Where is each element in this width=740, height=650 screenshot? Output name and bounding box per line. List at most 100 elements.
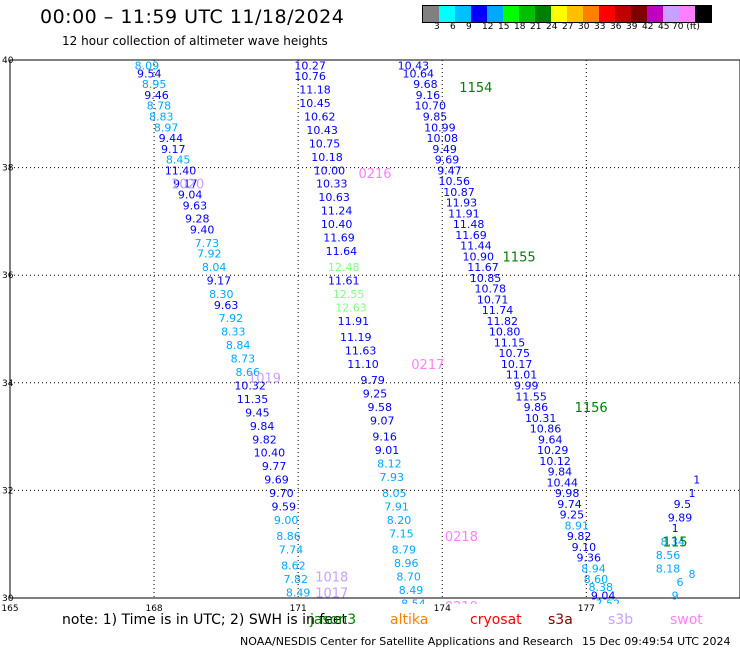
- wave-height-point: 11.74: [482, 304, 514, 317]
- wave-height-point: 9.58: [368, 401, 393, 414]
- color-swatch: [551, 6, 567, 22]
- y-tick-label: 40: [2, 56, 14, 66]
- x-tick-label: 171: [290, 604, 307, 614]
- wave-height-point: 9.10: [572, 541, 597, 554]
- wave-height-point: 8.33: [221, 326, 246, 339]
- wave-height-point: 11.19: [340, 331, 372, 344]
- color-swatch: [567, 6, 583, 22]
- wave-height-point: 10.12: [539, 455, 571, 468]
- wave-height-point: 8.86: [276, 530, 301, 543]
- wave-height-point: 8.70: [396, 570, 421, 583]
- wave-height-point: 11.55: [515, 390, 547, 403]
- satellite-legend-cryosat: cryosat: [470, 612, 522, 628]
- x-tick-label: 177: [578, 604, 595, 614]
- wave-height-point: 8.30: [209, 288, 234, 301]
- wave-height-point: 9.85: [423, 110, 448, 123]
- wave-height-point: 9.69: [264, 474, 289, 487]
- color-swatch: [535, 6, 551, 22]
- wave-height-point: 10.43: [306, 124, 338, 137]
- wave-height-point: 9.04: [178, 189, 203, 202]
- wave-height-point: 10.64: [402, 67, 434, 80]
- wave-height-point: 1: [672, 522, 679, 535]
- wave-height-point: 10.70: [414, 100, 446, 113]
- satellite-legend-swot: swot: [670, 612, 703, 628]
- wave-height-point: 9.07: [370, 414, 395, 427]
- wave-height-point: 9.46: [144, 89, 169, 102]
- wave-height-point: 10.31: [525, 412, 557, 425]
- wave-height-point: 11.91: [338, 315, 370, 328]
- page-subtitle: 12 hour collection of altimeter wave hei…: [62, 34, 328, 48]
- satellite-legend-s3b: s3b: [608, 612, 634, 628]
- wave-height-point: 9: [672, 589, 679, 602]
- wave-height-point: 9.25: [363, 388, 388, 401]
- x-tick-label: 165: [1, 604, 18, 614]
- color-scale-label: 12: [482, 22, 494, 32]
- wave-height-point: 9.16: [372, 431, 397, 444]
- generated-timestamp: 15 Dec 09:49:54 UTC 2024: [582, 635, 731, 648]
- wave-height-point: 8.54: [401, 597, 426, 610]
- color-scale-label: 30: [578, 22, 590, 32]
- wave-height-point: 8.91: [564, 519, 589, 532]
- wave-height-point: 8.04: [202, 261, 227, 274]
- y-tick-label: 34: [2, 379, 14, 389]
- wave-height-point: 8.62: [281, 560, 306, 573]
- wave-height-point: 9.45: [245, 406, 270, 419]
- wave-height-point: 8.45: [166, 154, 191, 167]
- color-swatch: [663, 6, 679, 22]
- page-title: 00:00 – 11:59 UTC 11/18/2024: [40, 6, 345, 28]
- wave-height-point: 10.75: [499, 347, 531, 360]
- wave-height-point: 8: [688, 568, 695, 581]
- wave-height-point: 8.49: [399, 584, 424, 597]
- color-scale-label: 6: [450, 22, 456, 32]
- wave-height-point: 10.44: [547, 476, 579, 489]
- color-scale-label: 18: [514, 22, 526, 32]
- color-swatch: [615, 6, 631, 22]
- wave-height-point: 9.70: [269, 487, 294, 500]
- wave-height-point: 8.95: [142, 78, 167, 91]
- wave-height-point: 10.00: [314, 164, 346, 177]
- wave-height-point: 8.79: [392, 544, 417, 557]
- wave-height-point: 11.48: [453, 218, 485, 231]
- wave-height-point: 10.78: [475, 283, 507, 296]
- wave-height-point: 9.44: [159, 132, 184, 145]
- wave-height-point: 11.15: [494, 336, 526, 349]
- wave-height-point: 7.82: [284, 573, 309, 586]
- wave-height-point: 9.5: [674, 498, 692, 511]
- wave-height-point: 12.63: [335, 301, 367, 314]
- wave-height-point: 7.91: [384, 501, 409, 514]
- wave-height-point: 10.40: [254, 447, 286, 460]
- wave-height-point: 9.36: [576, 552, 601, 565]
- wave-height-point: 8.97: [154, 121, 179, 134]
- wave-height-point: 10.80: [489, 326, 521, 339]
- color-swatch: [423, 6, 439, 22]
- track-time-label: 1154: [459, 81, 492, 96]
- color-scale-label: 33: [594, 22, 606, 32]
- wave-height-point: 12.48: [328, 261, 360, 274]
- wave-height-point: 9.86: [524, 401, 549, 414]
- wave-height-point: 8.56: [656, 549, 681, 562]
- wave-height-point: 10.29: [537, 444, 569, 457]
- plot-frame: [9, 59, 740, 599]
- wave-height-point: 7.15: [389, 527, 414, 540]
- wave-height-point: 11.91: [448, 207, 480, 220]
- x-tick-label: 174: [434, 604, 451, 614]
- wave-height-point: 10.17: [501, 358, 533, 371]
- wave-height-point: 9.84: [548, 466, 573, 479]
- wave-height-point: 8.20: [387, 514, 412, 527]
- wave-height-point: 7.74: [279, 544, 304, 557]
- wave-height-point: 11.69: [323, 232, 355, 245]
- wave-height-point: 9.99: [514, 379, 539, 392]
- wave-height-point: 9.59: [272, 501, 297, 514]
- track-time-label: 115: [663, 536, 688, 551]
- color-scale-label: 36: [610, 22, 622, 32]
- track-time-label: 0218: [445, 530, 478, 545]
- wave-height-point: 9.79: [360, 374, 385, 387]
- wave-height-point: 9.17: [207, 275, 232, 288]
- color-scale-label: 42: [642, 22, 654, 32]
- wave-height-point: 11.10: [347, 358, 379, 371]
- wave-height-point: 10.33: [316, 178, 348, 191]
- wave-height-point: 11.24: [321, 205, 353, 218]
- wave-height-point: 8.09: [135, 59, 160, 72]
- wave-height-point: 9.82: [567, 530, 592, 543]
